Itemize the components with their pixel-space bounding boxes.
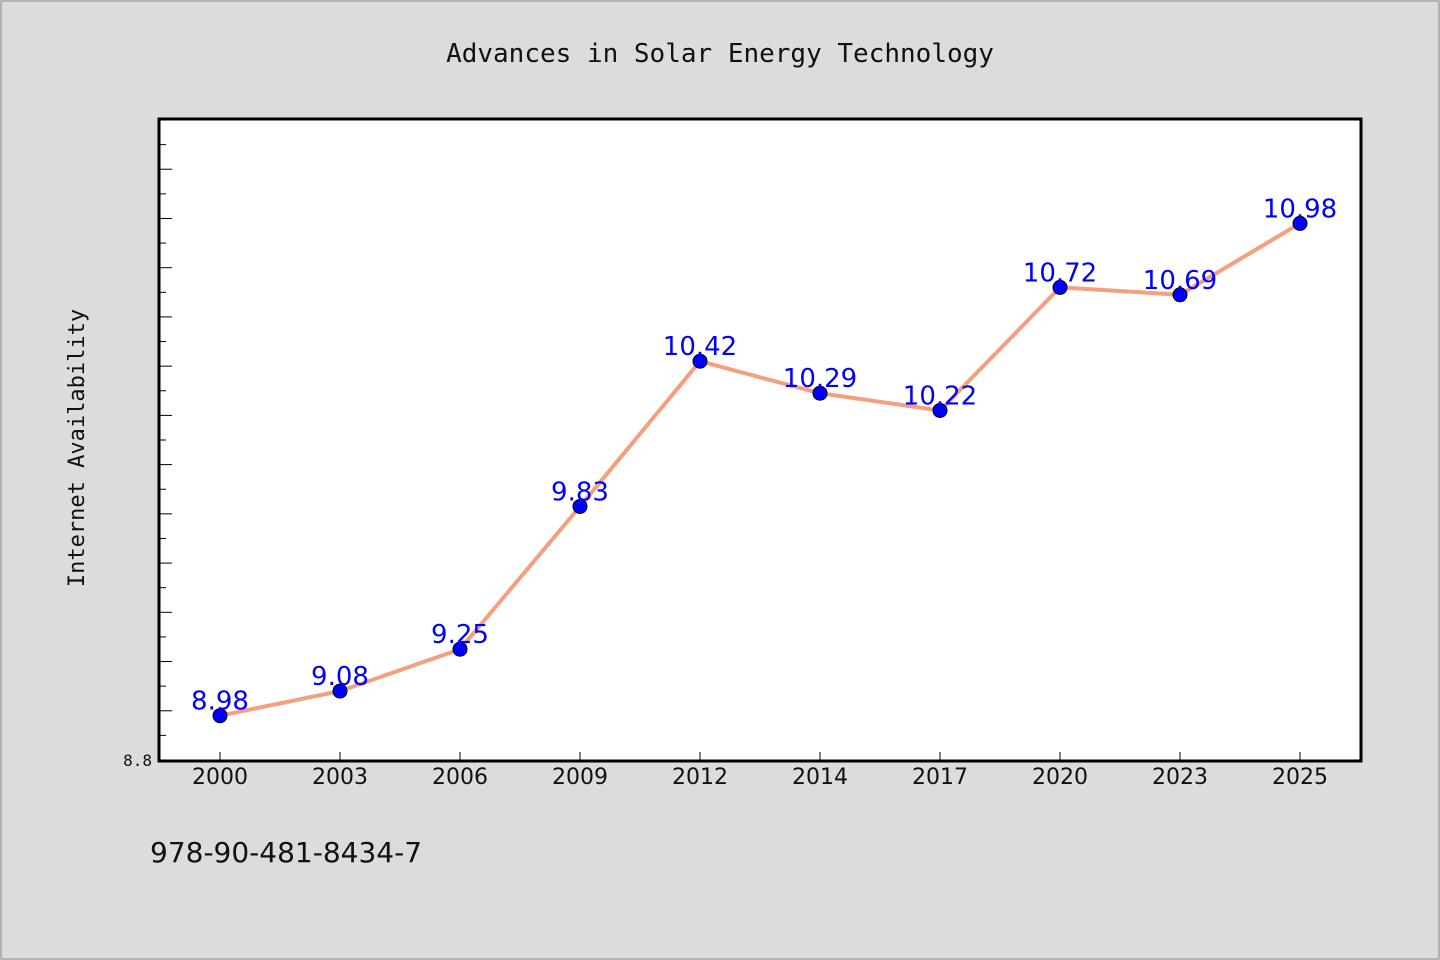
data-label-2009: 9.83 xyxy=(551,477,609,507)
data-label-2003: 9.08 xyxy=(311,662,369,692)
data-label-2000: 8.98 xyxy=(191,687,249,717)
data-point-2000 xyxy=(212,708,228,724)
data-label-2017: 10.22 xyxy=(903,381,977,411)
x-tick-label-2006: 2006 xyxy=(432,765,488,790)
x-tick-label-2025: 2025 xyxy=(1272,765,1328,790)
y-axis-label: Internet Availability xyxy=(65,309,90,587)
data-point-2014 xyxy=(812,385,828,401)
data-point-2020 xyxy=(1052,279,1068,295)
x-tick-label-2017: 2017 xyxy=(912,765,968,790)
x-tick-label-2023: 2023 xyxy=(1152,765,1208,790)
data-labels: 8.98 9.08 9.25 9.83 10.42 10.29 10.22 10.72 10.6… xyxy=(191,194,1337,716)
x-tick-label-2009: 2009 xyxy=(552,765,608,790)
series-line-layer xyxy=(218,221,1302,718)
isbn-text: 978-90-481-8434-7 xyxy=(150,836,422,869)
data-point-2017 xyxy=(932,402,948,418)
axis-ticks xyxy=(160,119,1301,761)
data-point-2006 xyxy=(452,641,468,657)
plot-area xyxy=(157,117,1363,763)
x-tick-label-2012: 2012 xyxy=(672,765,728,790)
data-point-2003 xyxy=(332,683,348,699)
series-line xyxy=(218,221,1302,718)
data-label-2020: 10.72 xyxy=(1023,258,1097,288)
data-label-2014: 10.29 xyxy=(783,364,857,394)
data-points xyxy=(212,215,1308,724)
x-tick-labels: 2000 2003 2006 2009 2012 2014 2017 2020 2023 2025 xyxy=(192,765,1328,790)
data-label-2012: 10.42 xyxy=(663,332,737,362)
data-label-2006: 9.25 xyxy=(431,620,489,650)
data-point-2012 xyxy=(692,353,708,369)
data-label-2023: 10.69 xyxy=(1143,266,1217,296)
data-label-2025: 10.98 xyxy=(1263,194,1337,224)
y-tick-label: 8.8 xyxy=(123,751,152,770)
x-tick-label-2003: 2003 xyxy=(312,765,368,790)
chart-title: Advances in Solar Energy Technology xyxy=(446,39,994,69)
data-point-2025 xyxy=(1292,215,1308,231)
data-point-2009 xyxy=(572,498,588,514)
x-tick-label-2000: 2000 xyxy=(192,765,248,790)
x-tick-label-2020: 2020 xyxy=(1032,765,1088,790)
x-tick-label-2014: 2014 xyxy=(792,765,848,790)
data-point-2023 xyxy=(1172,287,1188,303)
